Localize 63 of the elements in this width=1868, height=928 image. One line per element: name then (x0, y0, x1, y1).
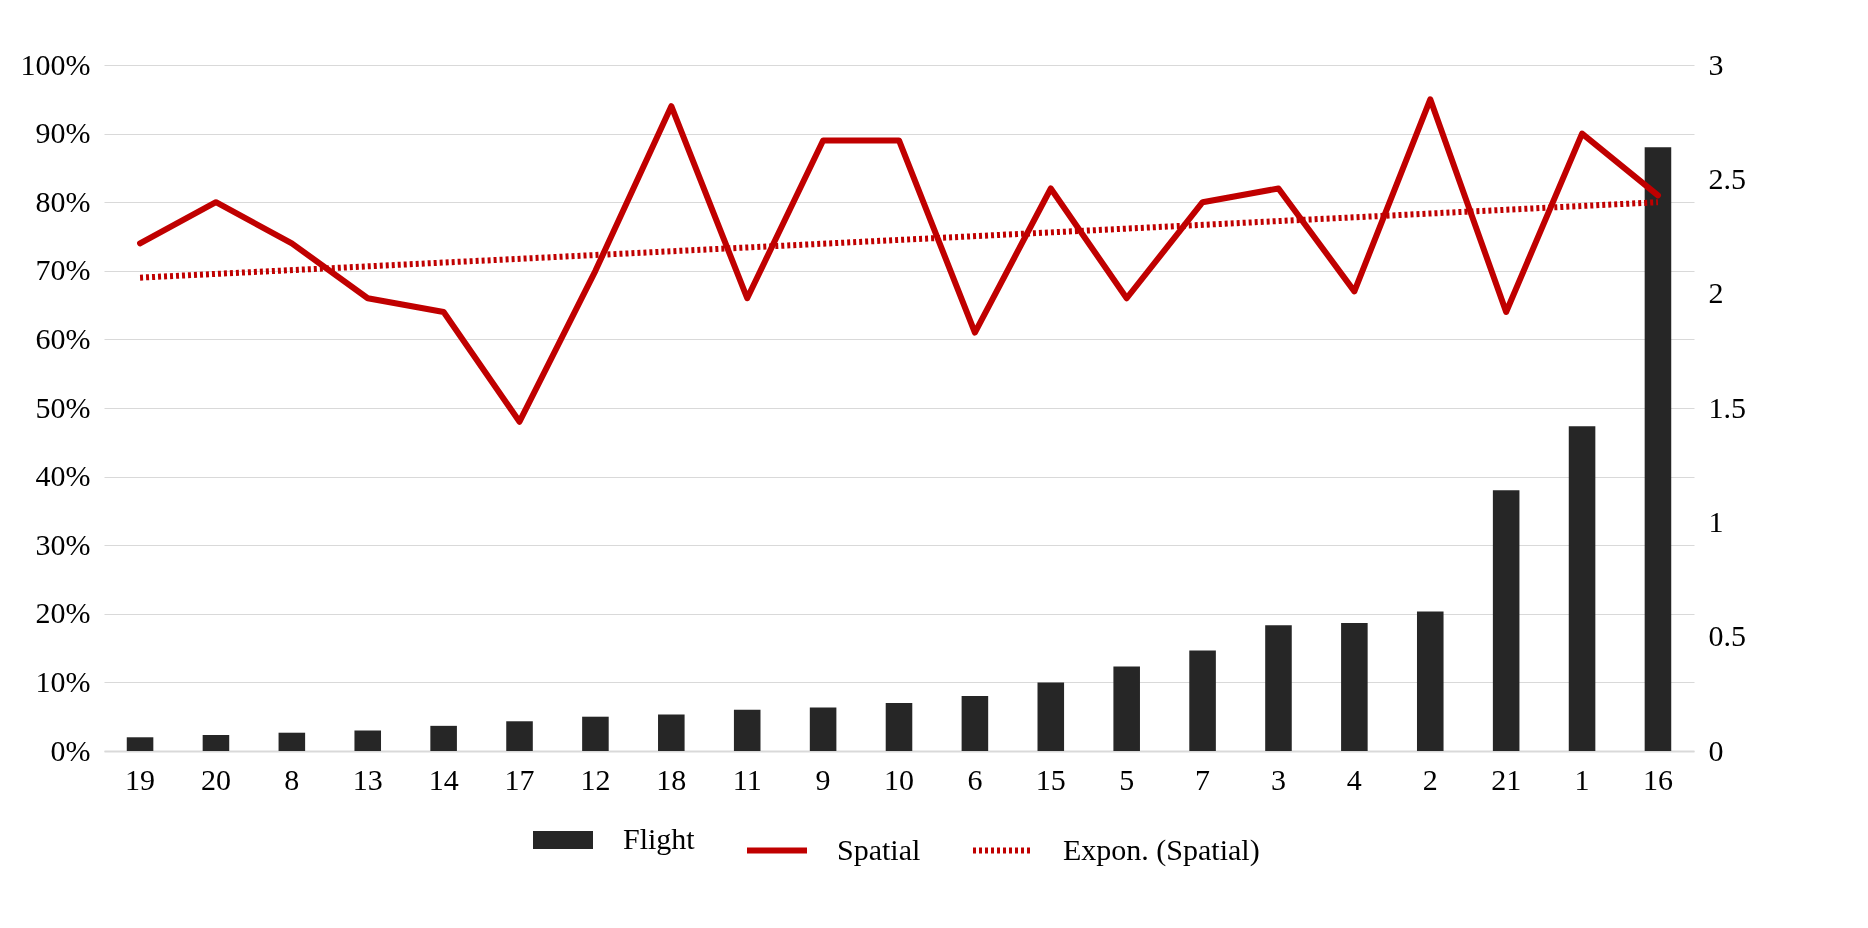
bar (354, 730, 382, 751)
bar (1341, 622, 1368, 751)
y-tick-label: 10% (35, 664, 91, 698)
x-tick-label: 9 (815, 762, 831, 796)
x-tick-label: 15 (1035, 762, 1066, 796)
x-tick-label: 19 (125, 762, 156, 796)
y-tick-label: 0% (50, 733, 91, 767)
x-tick-label: 14 (428, 762, 459, 796)
y2-tick-label: 2 (1708, 276, 1724, 310)
x-tick-label: 11 (732, 762, 762, 796)
bar (1265, 625, 1292, 751)
legend-label: Expon. (Spatial) (1063, 832, 1260, 867)
bar (961, 696, 989, 751)
x-tick-label: 3 (1270, 762, 1286, 796)
x-tick-label: 6 (967, 762, 983, 796)
x-tick-label: 2 (1422, 762, 1438, 796)
x-tick-label: 1 (1574, 762, 1590, 796)
y2-tick-label: 2.5 (1708, 161, 1746, 195)
y-tick-label: 100% (20, 47, 91, 81)
bar (1113, 666, 1140, 751)
bar (1416, 611, 1444, 751)
bar (582, 716, 609, 751)
y-tick-label: 40% (35, 459, 91, 493)
y-tick-label: 20% (35, 596, 91, 630)
bar (1492, 490, 1520, 751)
legend-label: Spatial (837, 832, 921, 866)
legend-label: Flight (623, 822, 696, 855)
x-tick-label: 20 (200, 762, 231, 796)
x-tick-label: 8 (284, 762, 300, 796)
x-tick-label: 12 (580, 762, 611, 796)
y2-tick-label: 1.5 (1708, 390, 1746, 424)
x-tick-label: 7 (1195, 762, 1211, 796)
bar (1568, 426, 1596, 751)
bar (1644, 147, 1672, 751)
y-tick-label: 90% (35, 116, 91, 150)
y2-tick-label: 1 (1708, 504, 1724, 538)
y2-tick-label: 3 (1708, 47, 1724, 81)
x-tick-label: 13 (352, 762, 383, 796)
y2-tick-label: 0 (1708, 733, 1724, 767)
bar (1189, 650, 1216, 751)
x-tick-label: 10 (884, 762, 914, 796)
bar (809, 707, 837, 751)
bar (1037, 682, 1065, 751)
y-tick-label: 80% (35, 184, 91, 218)
x-tick-label: 16 (1642, 762, 1673, 796)
x-tick-label: 5 (1119, 762, 1135, 796)
x-tick-label: 4 (1346, 762, 1362, 796)
x-tick-label: 21 (1491, 762, 1522, 796)
y-tick-label: 30% (35, 527, 91, 561)
bar (430, 725, 457, 751)
bar (506, 721, 533, 751)
bar (885, 702, 913, 751)
x-tick-label: 17 (504, 762, 535, 796)
bar (278, 732, 306, 751)
bar (126, 737, 154, 751)
bar (658, 714, 685, 751)
y2-tick-label: 0.5 (1708, 619, 1746, 653)
y-tick-label: 50% (35, 390, 91, 424)
bar (202, 734, 230, 751)
x-tick-label: 18 (656, 762, 687, 796)
bar (733, 709, 761, 751)
y-tick-label: 70% (35, 253, 91, 287)
y-tick-label: 60% (35, 321, 91, 355)
